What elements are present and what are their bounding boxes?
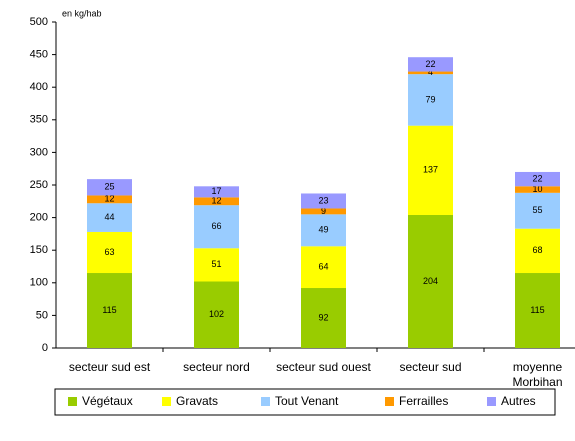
data-label: 4 <box>428 67 433 77</box>
bar-segment <box>515 171 560 187</box>
bar-segment <box>87 179 132 196</box>
bar-segment <box>408 125 453 215</box>
legend-label: Tout Venant <box>275 394 339 408</box>
bar-segment <box>194 281 239 348</box>
legend-swatch <box>385 397 394 406</box>
data-label: 55 <box>532 205 542 215</box>
data-label: 51 <box>211 259 221 269</box>
x-tick-label: secteur nord <box>183 360 250 374</box>
legend-label: Végétaux <box>82 394 133 408</box>
bar-segment <box>194 186 239 198</box>
legend-swatch <box>68 397 77 406</box>
y-tick-label: 50 <box>36 309 48 321</box>
data-label: 22 <box>425 59 435 69</box>
data-label: 79 <box>425 94 435 104</box>
data-label: 92 <box>318 312 328 322</box>
x-tick-label: secteur sud ouest <box>276 360 371 374</box>
bar-segment <box>194 205 239 249</box>
data-label: 63 <box>104 247 114 257</box>
data-label: 49 <box>318 225 328 235</box>
data-label: 64 <box>318 262 328 272</box>
y-tick-label: 200 <box>30 212 48 224</box>
bar-segment <box>301 246 346 289</box>
legend-swatch <box>261 397 270 406</box>
legend-label: Autres <box>501 394 536 408</box>
data-label: 68 <box>532 245 542 255</box>
legend-label: Gravats <box>176 394 218 408</box>
y-tick-label: 250 <box>30 179 48 191</box>
data-label: 12 <box>211 196 221 206</box>
x-tick-label: secteur sud est <box>68 360 151 374</box>
data-label: 25 <box>104 182 114 192</box>
y-tick-label: 0 <box>42 342 48 354</box>
unit-label: en kg/hab <box>62 8 102 18</box>
x-tick-label: secteur sud <box>399 360 462 374</box>
data-label: 44 <box>104 212 114 222</box>
legend-box <box>54 388 556 416</box>
x-tick-label: moyenne Morbihan <box>512 360 563 389</box>
data-label: 22 <box>532 174 542 184</box>
data-label: 9 <box>321 206 326 216</box>
bar-segment <box>301 208 346 215</box>
bar-segment <box>515 228 560 274</box>
data-label: 66 <box>211 221 221 231</box>
data-label: 115 <box>102 305 116 315</box>
bar-segment <box>87 231 132 274</box>
bar-segment <box>194 248 239 282</box>
data-label: 102 <box>209 309 224 319</box>
data-label: 204 <box>423 276 438 286</box>
data-label: 10 <box>532 184 542 194</box>
bar-segment <box>87 195 132 204</box>
y-tick-label: 300 <box>30 146 48 158</box>
y-tick-label: 500 <box>30 16 48 28</box>
bar-segment <box>87 203 132 232</box>
data-label: 17 <box>211 186 221 196</box>
y-tick-label: 450 <box>30 49 48 61</box>
y-tick-label: 400 <box>30 81 48 93</box>
legend-swatch <box>162 397 171 406</box>
bar-segment <box>408 74 453 126</box>
data-label: 115 <box>530 305 544 315</box>
data-label: 12 <box>104 194 114 204</box>
bar-segment <box>515 186 560 193</box>
bar-segment <box>408 214 453 348</box>
y-tick-label: 100 <box>30 277 48 289</box>
bar-segment <box>408 57 453 72</box>
y-tick-label: 150 <box>30 244 48 256</box>
data-label: 23 <box>318 195 328 205</box>
bar-segment <box>87 273 132 348</box>
legend-label: Ferrailles <box>399 394 448 408</box>
bar-segment <box>515 192 560 229</box>
bar-segment <box>301 214 346 247</box>
bar-segment <box>194 197 239 206</box>
legend-swatch <box>487 397 496 406</box>
bar-segment <box>301 288 346 348</box>
data-label: 137 <box>423 165 438 175</box>
y-tick-label: 350 <box>30 114 48 126</box>
bar-segment <box>301 193 346 209</box>
bar-segment <box>515 273 560 348</box>
bar-segment <box>408 71 453 75</box>
